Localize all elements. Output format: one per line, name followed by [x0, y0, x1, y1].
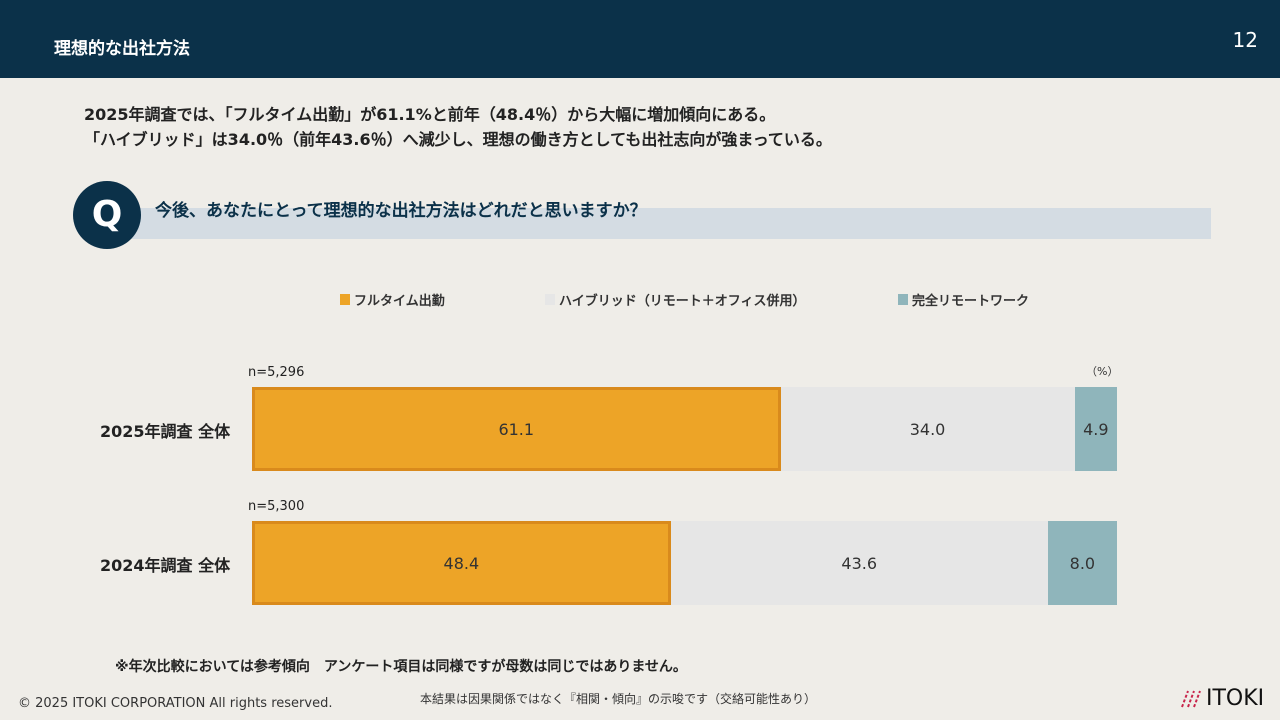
itoki-logo: ITOKI: [1180, 686, 1264, 711]
legend-swatch: [340, 294, 350, 305]
data-label: 8.0: [1069, 553, 1096, 573]
data-label: 43.6: [841, 553, 878, 573]
legend-item: ハイブリッド（リモート＋オフィス併用）: [545, 290, 805, 309]
page-number: 12: [1232, 28, 1258, 52]
disclaimer: 本結果は因果関係ではなく『相関・傾向』の示唆です（交絡可能性あり）: [420, 692, 817, 706]
category-label: 2025年調査 全体: [100, 422, 231, 441]
bar-segment: 34.0: [780, 387, 1075, 471]
question-badge: Q: [73, 181, 141, 249]
sample-size: n=5,300: [248, 499, 305, 514]
legend-swatch: [898, 294, 908, 305]
bar-segment: 48.4: [252, 521, 671, 605]
legend-item: フルタイム出勤: [340, 290, 445, 309]
unit-label: （%）: [1086, 365, 1119, 378]
logo-text: ITOKI: [1206, 686, 1265, 711]
copyright: © 2025 ITOKI CORPORATION All rights rese…: [18, 696, 333, 711]
footnote: ※年次比較においては参考傾向 アンケート項目は同様ですが母数は同じではありません…: [115, 659, 687, 675]
header: 理想的な出社方法 12: [0, 0, 1280, 78]
legend-label: フルタイム出勤: [354, 294, 445, 309]
data-label: 4.9: [1083, 419, 1109, 439]
bar-segment: 43.6: [670, 521, 1048, 605]
summary-line: 「ハイブリッド」は34.0％（前年43.6％）へ減少し、理想の働き方としても出社…: [84, 130, 832, 149]
data-label: 34.0: [909, 419, 946, 439]
bar-segment: 61.1: [252, 387, 781, 471]
slide-title: 理想的な出社方法: [54, 39, 190, 59]
sample-size: n=5,296: [248, 365, 305, 380]
legend-item: 完全リモートワーク: [898, 290, 1029, 309]
legend-swatch: [545, 294, 555, 305]
data-label: 61.1: [498, 419, 535, 439]
category-label: 2024年調査 全体: [100, 556, 231, 575]
bar-segment: 8.0: [1047, 521, 1117, 605]
data-label: 48.4: [443, 553, 480, 573]
legend-label: 完全リモートワーク: [912, 294, 1030, 309]
legend-label: ハイブリッド（リモート＋オフィス併用）: [559, 294, 806, 309]
question-text: 今後、あなたにとって理想的な出社方法はどれだと思いますか？: [155, 201, 647, 221]
question-bar: [120, 208, 1211, 239]
bar-segment: 4.9: [1074, 387, 1117, 471]
logo-mark-icon: [1181, 690, 1201, 707]
summary-line: 2025年調査では、「フルタイム出勤」が61.1%と前年（48.4％）から大幅に…: [84, 105, 776, 124]
summary: 2025年調査では、「フルタイム出勤」が61.1%と前年（48.4％）から大幅に…: [84, 102, 832, 152]
